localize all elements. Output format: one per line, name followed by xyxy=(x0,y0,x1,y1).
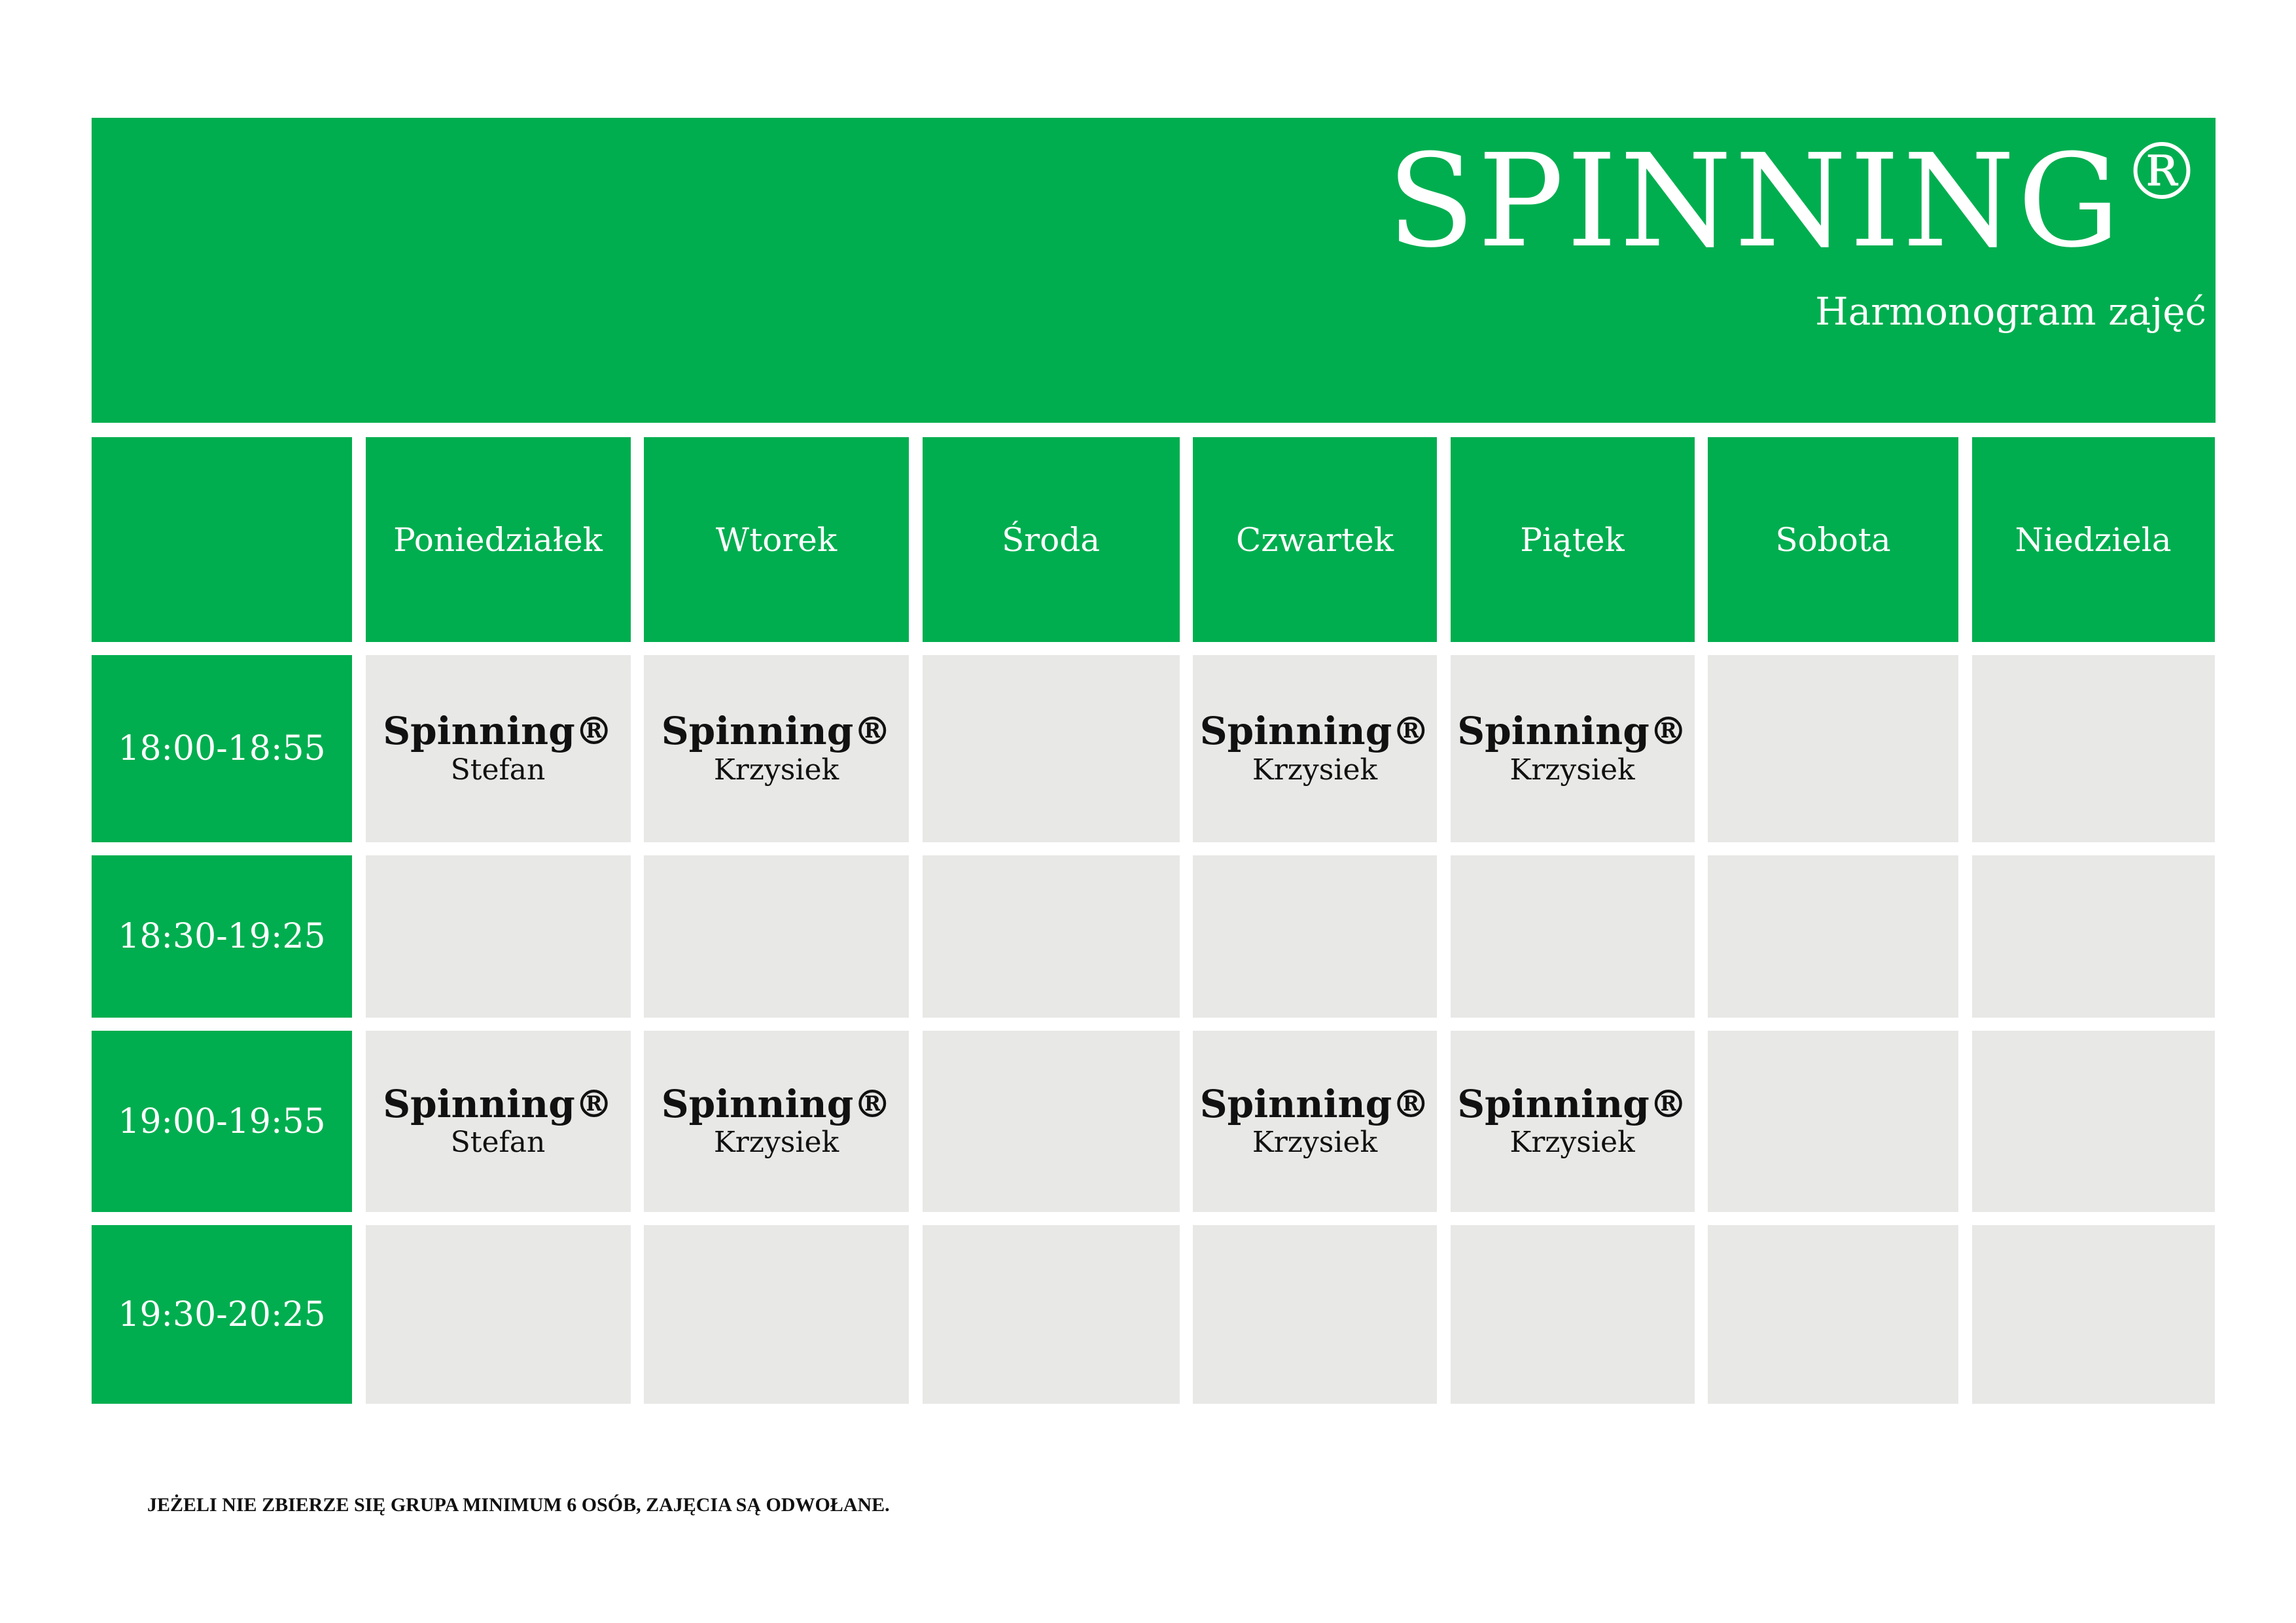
empty-cell xyxy=(922,1225,1180,1404)
page-title: SPINNING® xyxy=(1387,134,2204,266)
title-text: SPINNING xyxy=(1386,127,2123,276)
time-label: 18:30-19:25 xyxy=(118,917,326,956)
empty-cell xyxy=(1193,855,1437,1018)
class-title: Spinning® xyxy=(1457,709,1687,754)
empty-cell xyxy=(644,855,909,1018)
time-slot-cell: 19:00-19:55 xyxy=(92,1031,352,1212)
class-cell: Spinning® Stefan xyxy=(365,655,631,842)
day-label: Wtorek xyxy=(715,520,838,559)
class-title: Spinning® xyxy=(383,709,613,754)
empty-cell xyxy=(1708,1225,1958,1404)
empty-cell xyxy=(644,1225,909,1404)
class-cell: Spinning® Krzysiek xyxy=(1193,1031,1437,1212)
class-cell: Spinning® Krzysiek xyxy=(1193,655,1437,842)
schedule-table: Poniedziałek Wtorek Środa Czwartek Piątek Sob… xyxy=(92,437,2215,1404)
class-title: Spinning® xyxy=(661,709,892,754)
empty-cell xyxy=(1450,855,1695,1018)
class-cell: Spinning® Krzysiek xyxy=(644,655,909,842)
class-title: Spinning® xyxy=(661,1081,892,1126)
empty-cell xyxy=(1708,855,1958,1018)
empty-cell xyxy=(1450,1225,1695,1404)
instructor-name: Krzysiek xyxy=(1510,753,1635,787)
time-slot-cell: 19:30-20:25 xyxy=(92,1225,352,1404)
class-title: Spinning® xyxy=(1199,709,1430,754)
empty-cell xyxy=(365,1225,631,1404)
day-label: Sobota xyxy=(1775,520,1891,559)
empty-cell xyxy=(365,855,631,1018)
class-cell: Spinning® Krzysiek xyxy=(1450,655,1695,842)
empty-cell xyxy=(922,655,1180,842)
empty-cell xyxy=(1708,1031,1958,1212)
class-title: Spinning® xyxy=(383,1081,613,1126)
empty-cell xyxy=(1708,655,1958,842)
empty-cell xyxy=(1971,1031,2215,1212)
day-header-cell: Poniedziałek xyxy=(365,437,631,642)
class-cell: Spinning® Stefan xyxy=(365,1031,631,1212)
instructor-name: Krzysiek xyxy=(713,753,839,787)
time-slot-cell: 18:00-18:55 xyxy=(92,655,352,842)
class-title: Spinning® xyxy=(1457,1081,1687,1126)
instructor-name: Stefan xyxy=(450,1126,546,1160)
time-slot-cell: 18:30-19:25 xyxy=(92,855,352,1018)
time-label: 19:30-20:25 xyxy=(118,1294,326,1334)
day-header-cell: Środa xyxy=(922,437,1180,642)
day-label: Poniedziałek xyxy=(393,520,603,559)
day-label: Czwartek xyxy=(1235,520,1394,559)
empty-cell xyxy=(1971,1225,2215,1404)
registered-mark: ® xyxy=(2123,127,2204,218)
day-label: Piątek xyxy=(1520,520,1625,559)
day-label: Środa xyxy=(1001,520,1101,559)
instructor-name: Krzysiek xyxy=(1510,1126,1635,1160)
footer-note: JEŻELI NIE ZBIERZE SIĘ GRUPA MINIMUM 6 O… xyxy=(147,1494,890,1516)
empty-cell xyxy=(922,855,1180,1018)
instructor-name: Krzysiek xyxy=(1252,753,1378,787)
day-header-cell: Sobota xyxy=(1708,437,1958,642)
instructor-name: Krzysiek xyxy=(1252,1126,1378,1160)
day-header-cell: Niedziela xyxy=(1971,437,2215,642)
time-label: 18:00-18:55 xyxy=(118,729,326,768)
day-header-cell: Wtorek xyxy=(644,437,909,642)
day-header-cell: Piątek xyxy=(1450,437,1695,642)
header-banner: SPINNING® Harmonogram zajęć xyxy=(92,118,2216,423)
page-subtitle: Harmonogram zajęć xyxy=(1815,289,2206,334)
day-header-cell: Czwartek xyxy=(1193,437,1437,642)
time-label: 19:00-19:55 xyxy=(118,1101,326,1141)
class-cell: Spinning® Krzysiek xyxy=(644,1031,909,1212)
empty-cell xyxy=(1971,655,2215,842)
empty-cell xyxy=(1193,1225,1437,1404)
instructor-name: Stefan xyxy=(450,753,546,787)
class-title: Spinning® xyxy=(1199,1081,1430,1126)
header-corner-cell xyxy=(92,437,352,642)
instructor-name: Krzysiek xyxy=(713,1126,839,1160)
empty-cell xyxy=(922,1031,1180,1212)
empty-cell xyxy=(1971,855,2215,1018)
day-label: Niedziela xyxy=(2015,520,2172,559)
class-cell: Spinning® Krzysiek xyxy=(1450,1031,1695,1212)
